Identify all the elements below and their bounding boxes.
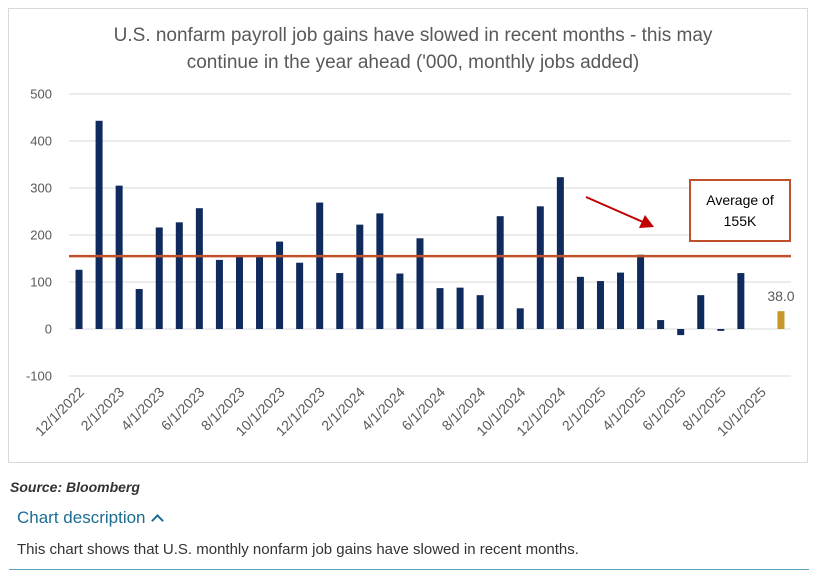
bar xyxy=(596,281,604,329)
x-tick-label: 2/1/2024 xyxy=(318,384,368,434)
bar xyxy=(175,222,183,329)
x-tick-label: 4/1/2024 xyxy=(358,384,408,434)
data-label: 38.0 xyxy=(767,288,794,304)
bar xyxy=(516,308,524,329)
bar xyxy=(717,329,725,331)
bar xyxy=(296,262,304,329)
chart-container: U.S. nonfarm payroll job gains have slow… xyxy=(8,8,808,463)
y-tick-label: -100 xyxy=(26,369,52,384)
x-tick-label: 2/1/2023 xyxy=(77,384,127,434)
x-tick-label: 12/1/2022 xyxy=(32,384,88,440)
y-tick-label: 400 xyxy=(30,134,52,149)
bar-chart: U.S. nonfarm payroll job gains have slow… xyxy=(26,25,795,440)
y-tick-label: 0 xyxy=(45,322,52,337)
average-annotation-box xyxy=(689,179,791,242)
x-tick-label: 6/1/2023 xyxy=(158,384,208,434)
x-tick-label: 6/1/2024 xyxy=(398,384,448,434)
bar xyxy=(556,177,564,329)
x-tick-label: 6/1/2025 xyxy=(639,384,689,434)
bar xyxy=(356,224,364,329)
bar xyxy=(75,269,83,329)
y-tick-label: 200 xyxy=(30,228,52,243)
chart-title-line-1: U.S. nonfarm payroll job gains have slow… xyxy=(114,25,713,46)
bar xyxy=(416,238,424,329)
chart-description-text: This chart shows that U.S. monthly nonfa… xyxy=(17,541,579,558)
bar xyxy=(496,216,504,329)
bar xyxy=(135,289,143,329)
y-tick-label: 300 xyxy=(30,181,52,196)
chart-title-line-2: continue in the year ahead ('000, monthl… xyxy=(187,52,640,73)
divider xyxy=(9,569,809,570)
bar xyxy=(617,272,625,329)
y-tick-label: 100 xyxy=(30,275,52,290)
bar xyxy=(657,320,665,329)
bar xyxy=(396,273,404,329)
x-tick-label: 4/1/2023 xyxy=(118,384,168,434)
bar xyxy=(95,120,103,329)
bar xyxy=(576,276,584,329)
chevron-up-icon xyxy=(150,514,164,527)
bar xyxy=(336,273,344,329)
bar-highlight xyxy=(777,311,785,329)
bar xyxy=(256,256,264,329)
bar xyxy=(215,259,223,329)
bar xyxy=(316,202,324,329)
chart-description-label: Chart description xyxy=(17,508,146,527)
bar xyxy=(476,295,484,329)
bar xyxy=(737,273,745,329)
bar xyxy=(276,241,284,329)
arrow-head xyxy=(639,215,654,228)
bar xyxy=(195,208,203,329)
bar xyxy=(456,287,464,329)
bar xyxy=(697,295,705,329)
chart-description-toggle[interactable]: Chart description xyxy=(17,508,164,528)
bar xyxy=(677,329,685,336)
average-annotation-text: 155K xyxy=(724,213,757,229)
x-tick-label: 2/1/2025 xyxy=(559,384,609,434)
bar xyxy=(235,256,243,329)
arrow-line xyxy=(585,196,644,223)
average-annotation-text: Average of xyxy=(706,192,774,208)
bar xyxy=(155,227,163,329)
bar xyxy=(376,213,384,329)
bar xyxy=(436,288,444,329)
source-note: Source: Bloomberg xyxy=(10,479,140,495)
y-tick-label: 500 xyxy=(30,87,52,102)
bar xyxy=(536,206,544,329)
bar xyxy=(637,254,645,329)
x-tick-label: 4/1/2025 xyxy=(599,384,649,434)
